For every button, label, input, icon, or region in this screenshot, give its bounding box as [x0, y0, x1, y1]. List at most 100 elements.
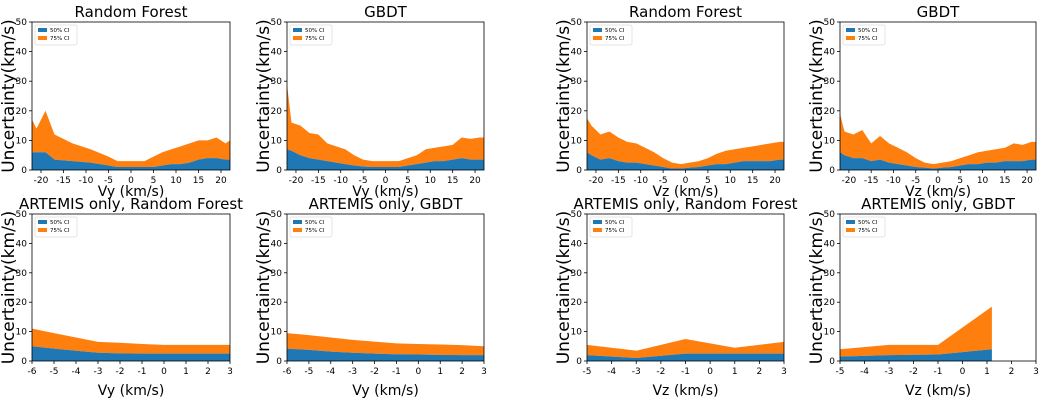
x-tick-label: -5: [304, 367, 313, 377]
x-tick-label: 20: [769, 176, 781, 186]
legend-label: 50% CI: [605, 28, 625, 34]
x-tick-label: -4: [72, 367, 81, 377]
x-tick-label: -5: [50, 367, 59, 377]
y-tick-label: 50: [571, 18, 583, 28]
x-tick-label: 10: [977, 176, 989, 186]
ci50-area: [32, 346, 230, 361]
y-axis-label: Uncertainty(km/s): [254, 19, 274, 173]
x-tick-label: -10: [333, 176, 348, 186]
x-tick-label: 5: [405, 176, 411, 186]
y-tick-label: 40: [824, 48, 836, 58]
legend-label: 50% CI: [858, 220, 878, 226]
x-tick-label: -20: [842, 176, 857, 186]
legend-swatch: [593, 220, 602, 224]
x-tick-label: 3: [227, 367, 233, 377]
y-tick-label: 20: [824, 298, 836, 308]
x-tick-label: 0: [415, 367, 421, 377]
x-tick-label: -20: [289, 176, 304, 186]
ci50-area: [587, 152, 784, 170]
x-tick-label: 0: [161, 367, 167, 377]
x-tick-label: 1: [183, 367, 189, 377]
y-tick-label: 30: [16, 269, 28, 279]
x-tick-label: 0: [383, 176, 389, 186]
y-axis-label: Uncertainty(km/s): [0, 211, 19, 365]
y-tick-label: 40: [16, 239, 28, 249]
x-tick-label: 20: [215, 176, 227, 186]
y-tick-label: 0: [576, 166, 582, 176]
legend-label: 50% CI: [605, 220, 625, 226]
y-tick-label: 30: [571, 269, 583, 279]
x-tick-label: 1: [437, 367, 443, 377]
legend: 50% CI 75% CI: [289, 216, 333, 238]
ci75-area: [32, 110, 230, 168]
y-tick-label: 0: [276, 357, 282, 367]
x-tick-label: -1: [392, 367, 401, 377]
y-axis-label: Uncertainty(km/s): [0, 19, 19, 173]
y-tick-label: 30: [271, 77, 283, 87]
y-tick-label: 40: [271, 239, 283, 249]
legend-label: 50% CI: [305, 28, 325, 34]
legend-label: 75% CI: [50, 228, 70, 234]
ci75-area: [587, 338, 784, 359]
legend: 50% CI 75% CI: [589, 216, 633, 238]
legend-label: 50% CI: [858, 28, 878, 34]
ci75-area: [840, 113, 1036, 169]
y-tick-label: 30: [271, 269, 283, 279]
x-tick-label: 15: [999, 176, 1010, 186]
y-tick-label: 10: [271, 328, 283, 338]
x-tick-label: -5: [659, 176, 668, 186]
y-tick-label: 20: [16, 298, 28, 308]
y-tick-label: 40: [571, 239, 583, 249]
x-tick-label: 0: [935, 176, 941, 186]
ci50-area: [840, 349, 992, 361]
ci50-area: [287, 348, 484, 361]
y-tick-label: 0: [21, 357, 27, 367]
ci50-area: [840, 152, 1036, 170]
chart-title: Random Forest: [629, 3, 742, 21]
y-tick-label: 0: [576, 357, 582, 367]
y-tick-label: 50: [16, 210, 28, 220]
x-tick-label: 0: [128, 176, 134, 186]
x-tick-label: 2: [757, 367, 763, 377]
legend-swatch: [846, 220, 855, 224]
x-tick-label: -5: [911, 176, 920, 186]
x-tick-label: 3: [1033, 367, 1039, 377]
x-tick-label: -10: [886, 176, 901, 186]
x-tick-label: -1: [138, 367, 147, 377]
x-tick-label: -3: [632, 367, 641, 377]
x-tick-label: 2: [1009, 367, 1015, 377]
legend-label: 75% CI: [50, 36, 70, 42]
chart-panel-4: 0 10 20 30 40 50 -20 -15 -10 -5 0 5 10 15 20 GBDT Vz (km…: [807, 3, 1037, 200]
x-tick-label: 10: [725, 176, 737, 186]
y-tick-label: 10: [16, 328, 28, 338]
y-tick-label: 20: [16, 107, 28, 117]
y-tick-label: 10: [824, 328, 836, 338]
y-axis-label: Uncertainty(km/s): [554, 211, 574, 365]
x-tick-label: 15: [447, 176, 458, 186]
legend-swatch: [38, 36, 47, 40]
legend: 50% CI 75% CI: [289, 24, 333, 46]
axes-frame: [286, 213, 485, 362]
x-tick-label: 1: [732, 367, 738, 377]
y-tick-label: 40: [16, 48, 28, 58]
y-tick-label: 10: [571, 136, 583, 146]
chart-panel-5: 0 10 20 30 40 50 -6 -5 -4 -3 -2 -1 0 1 2 3 ARTEMIS only,…: [0, 195, 243, 399]
x-tick-label: 0: [707, 367, 713, 377]
chart-title: GBDT: [917, 3, 960, 21]
x-tick-label: -15: [611, 176, 626, 186]
y-tick-label: 50: [824, 18, 836, 28]
y-tick-label: 20: [271, 107, 283, 117]
legend-swatch: [293, 36, 302, 40]
x-tick-label: 0: [683, 176, 689, 186]
x-tick-label: 20: [1021, 176, 1033, 186]
legend-label: 75% CI: [858, 36, 878, 42]
y-tick-label: 50: [16, 18, 28, 28]
y-tick-label: 10: [271, 136, 283, 146]
chart-title: ARTEMIS only, Random Forest: [19, 195, 243, 213]
x-axis-label: Vy (km/s): [98, 383, 165, 399]
legend-swatch: [846, 28, 855, 32]
legend: 50% CI 75% CI: [34, 216, 78, 238]
legend-swatch: [593, 28, 602, 32]
legend-label: 75% CI: [605, 36, 625, 42]
chart-panel-2: 0 10 20 30 40 50 -20 -15 -10 -5 0 5 10 15 20 GBDT Vy (km…: [254, 3, 485, 200]
